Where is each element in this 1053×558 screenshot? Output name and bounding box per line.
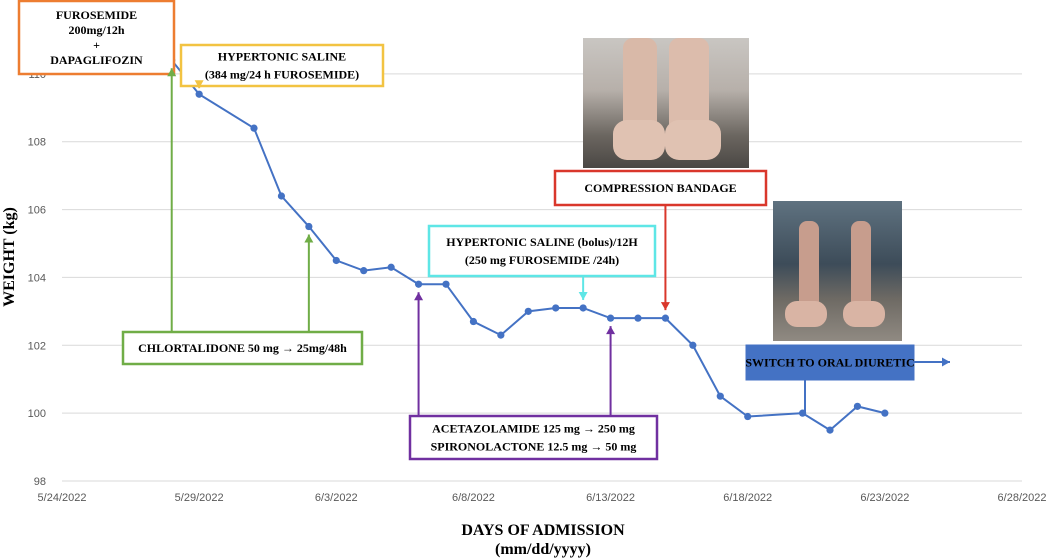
y-tick-label: 104: [28, 272, 46, 284]
annotation-box: [745, 344, 915, 381]
annotation-box: [17, 0, 176, 76]
y-axis-title: WEIGHT (kg): [1, 207, 18, 307]
y-tick-label: 102: [28, 340, 46, 352]
data-point: [442, 280, 450, 288]
arrowhead: [578, 291, 588, 300]
arrowhead: [304, 234, 314, 243]
annotation-box: [121, 330, 364, 366]
arrowhead: [606, 326, 616, 335]
x-tick-label: 6/23/2022: [860, 492, 909, 504]
annotation-hypertonic: HYPERTONIC SALINE (384 mg/24 h FUROSEMIDE…: [179, 43, 385, 89]
data-point: [634, 314, 642, 322]
data-point: [881, 409, 889, 417]
data-point: [469, 317, 478, 326]
annotation-box: [553, 169, 768, 207]
data-point: [716, 392, 724, 400]
annotation-chlortalidone: CHLORTALIDONE 50 mg → 25mg/48h: [121, 68, 364, 366]
data-point: [552, 304, 560, 312]
data-point: [360, 267, 368, 275]
data-point: [195, 90, 203, 98]
data-point: [332, 256, 340, 265]
annotation-text: ACETAZOLAMIDE 125 mg → 250 mg: [432, 422, 635, 436]
data-point: [250, 124, 258, 132]
y-tick-label: 98: [34, 476, 46, 488]
arrowhead: [942, 357, 950, 367]
legs-photo-after: [773, 201, 902, 341]
annotation-box: [179, 43, 385, 88]
x-tick-label: 5/24/2022: [38, 492, 87, 504]
annotation-text: (250 mg FUROSEMIDE /24h): [465, 253, 619, 267]
data-point: [744, 412, 752, 421]
annotation-text: FUROSEMIDE: [56, 8, 137, 22]
legs-photo-before: [583, 38, 749, 168]
data-point: [387, 263, 395, 271]
annotation-hypertonic-bolus: HYPERTONIC SALINE (bolus)/12H (250 mg FUR…: [427, 224, 657, 300]
arrowhead: [194, 80, 204, 89]
data-point: [579, 304, 587, 312]
annotation-acetazolamide: ACETAZOLAMIDE 125 mg → 250 mg SPIRONOLACT…: [408, 292, 659, 461]
x-axis-title: DAYS OF ADMISSION: [461, 522, 625, 539]
annotation-text: HYPERTONIC SALINE (bolus)/12H: [446, 235, 638, 249]
data-point: [414, 280, 423, 288]
x-tick-labels: 5/24/2022 5/29/2022 6/3/2022 6/8/2022 6/13/2…: [38, 492, 1047, 504]
y-tick-label: 106: [28, 205, 46, 217]
annotation-text: SPIRONOLACTONE 12.5 mg → 50 mg: [431, 440, 637, 454]
y-tick-label: 100: [28, 408, 46, 420]
data-point: [853, 402, 862, 410]
x-tick-label: 6/8/2022: [452, 492, 495, 504]
weight-line: [88, 0, 886, 432]
annotation-compression: COMPRESSION BANDAGE: [553, 169, 768, 311]
y-tick-label: 108: [28, 137, 46, 149]
x-tick-label: 6/18/2022: [723, 492, 772, 504]
y-tick-labels: 98100102104106108110: [28, 69, 46, 488]
arrowhead: [414, 292, 424, 301]
annotation-text: CHLORTALIDONE 50 mg → 25mg/48h: [138, 341, 347, 355]
data-point: [277, 192, 286, 200]
data-point: [661, 314, 670, 322]
data-point: [305, 222, 313, 231]
data-point: [497, 331, 505, 339]
annotation-text: DAPAGLIFOZIN: [50, 53, 143, 67]
annotation-box: [427, 224, 657, 278]
data-point: [524, 307, 532, 315]
data-point: [826, 426, 834, 434]
x-tick-label: 6/28/2022: [998, 492, 1047, 504]
annotation-text: +: [93, 38, 100, 52]
axis-titles: DAYS OF ADMISSION (mm/dd/yyyy) WEIGHT (kg): [1, 207, 625, 558]
arrowhead: [167, 68, 177, 77]
arrowhead: [660, 302, 670, 311]
x-tick-label: 6/3/2022: [315, 492, 358, 504]
annotation-text: HYPERTONIC SALINE: [218, 50, 346, 64]
annotation-box: [408, 414, 659, 461]
annotation-text: 200mg/12h: [68, 23, 124, 37]
annotation-text: COMPRESSION BANDAGE: [584, 181, 736, 195]
annotation-text: (384 mg/24 h FUROSEMIDE): [205, 68, 359, 82]
x-tick-label: 5/29/2022: [175, 492, 224, 504]
annotation-oral: SWITCH TO ORAL DIURETIC: [745, 344, 950, 414]
annotation-text: SWITCH TO ORAL DIURETIC: [745, 356, 914, 370]
x-axis-subtitle: (mm/dd/yyyy): [495, 541, 591, 558]
x-tick-label: 6/13/2022: [586, 492, 635, 504]
data-point: [689, 341, 697, 349]
data-point: [606, 314, 615, 322]
